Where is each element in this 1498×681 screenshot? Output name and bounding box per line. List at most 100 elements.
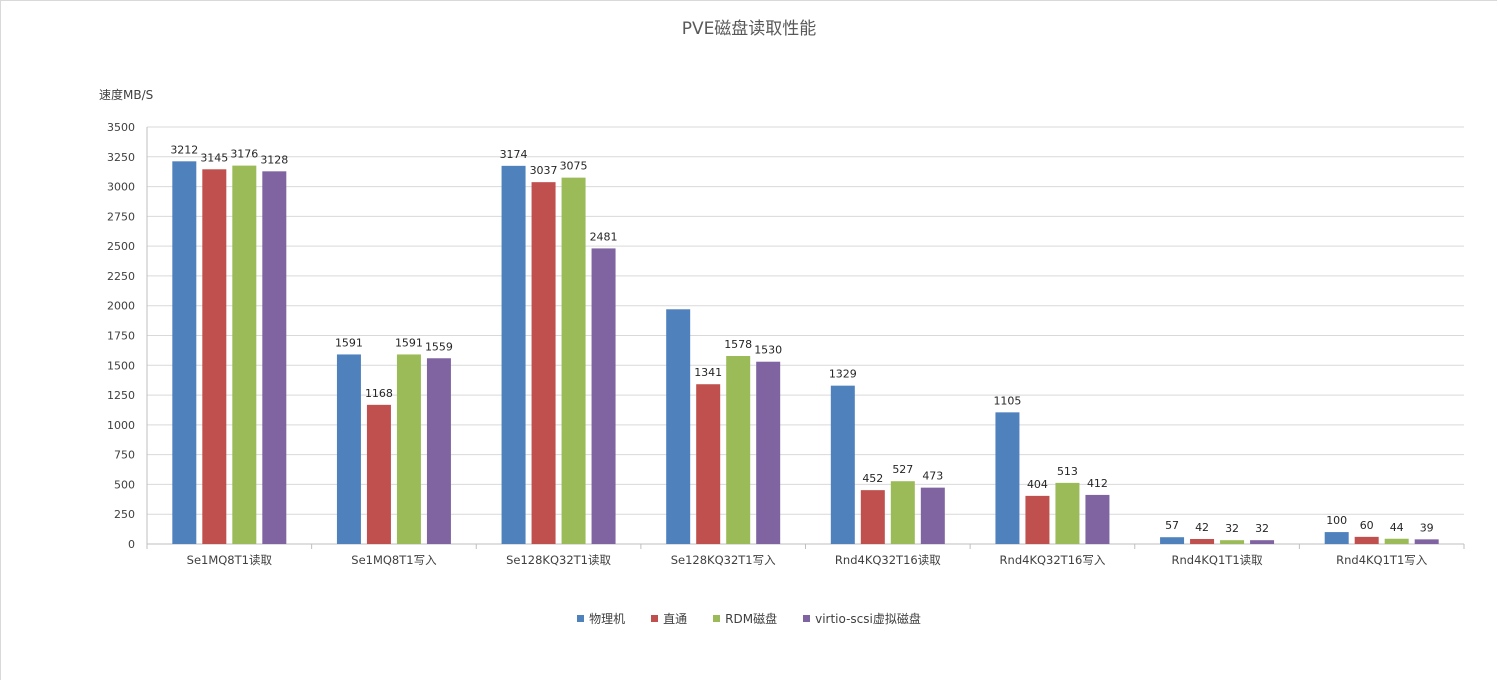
data-label: 452 <box>862 472 883 485</box>
bar <box>561 177 586 544</box>
x-tick-label: Rnd4KQ1T1写入 <box>1336 553 1428 567</box>
y-axis-label: 速度MB/S <box>99 88 154 102</box>
y-tick-label: 250 <box>114 508 135 521</box>
bar <box>202 169 227 544</box>
data-label: 32 <box>1225 522 1239 535</box>
data-label: 473 <box>922 470 943 483</box>
y-tick-label: 1000 <box>107 419 135 432</box>
legend-swatch <box>713 615 721 622</box>
bar <box>666 309 691 544</box>
y-tick-label: 3250 <box>107 151 135 164</box>
data-label: 3037 <box>530 164 558 177</box>
legend-item: virtio-scsi虚拟磁盘 <box>803 610 921 627</box>
bar <box>591 248 616 545</box>
data-label: 1559 <box>425 340 453 353</box>
legend-label: 物理机 <box>589 612 626 626</box>
x-tick-label: Se1MQ8T1读取 <box>187 553 273 567</box>
data-label: 527 <box>892 463 913 476</box>
data-label: 32 <box>1255 522 1269 535</box>
x-tick-label: Se128KQ32T1写入 <box>671 553 776 567</box>
data-label: 1341 <box>694 366 722 379</box>
x-tick-label: Rnd4KQ1T1读取 <box>1171 553 1263 567</box>
x-tick-label: Se128KQ32T1读取 <box>506 553 611 567</box>
data-label: 3174 <box>500 148 528 161</box>
bar <box>1324 532 1349 544</box>
bar <box>696 384 721 544</box>
legend-swatch <box>803 615 811 622</box>
y-tick-label: 3000 <box>107 181 135 194</box>
bar-chart: 0 250 500 750 1000 1250 1500 1750 2000 2250 2500 27… <box>107 121 1465 567</box>
bar <box>1414 539 1439 544</box>
bar <box>426 358 451 544</box>
data-label: 3145 <box>200 151 228 164</box>
bar <box>1160 537 1185 544</box>
y-tick-label: 2000 <box>107 300 135 313</box>
data-label: 100 <box>1326 514 1347 527</box>
data-label: 412 <box>1087 477 1108 490</box>
data-label: 513 <box>1057 465 1078 478</box>
y-tick-label: 0 <box>128 538 135 551</box>
bar <box>920 487 945 544</box>
y-tick-label: 1750 <box>107 330 135 343</box>
legend-item: 物理机 <box>577 610 625 627</box>
bar <box>890 481 915 544</box>
y-tick-label: 2500 <box>107 240 135 253</box>
data-label: 1591 <box>335 336 363 349</box>
bar <box>830 385 855 544</box>
legend: 物理机 直通 RDM磁盘 virtio-scsi虚拟磁盘 <box>0 610 1498 627</box>
bar <box>995 412 1020 544</box>
bar <box>1220 540 1245 544</box>
x-tick-label: Rnd4KQ32T16写入 <box>1000 553 1106 567</box>
x-tick-label: Se1MQ8T1写入 <box>351 553 437 567</box>
data-label: 57 <box>1165 519 1179 532</box>
bar <box>726 355 751 544</box>
y-tick-label: 1250 <box>107 389 135 402</box>
bar <box>1354 536 1379 544</box>
data-label: 1329 <box>829 368 857 381</box>
data-label: 1578 <box>724 338 752 351</box>
legend-swatch <box>651 615 659 622</box>
data-label: 1530 <box>754 344 782 357</box>
bar <box>396 354 421 544</box>
y-tick-label: 500 <box>114 478 135 491</box>
y-tick-label: 1500 <box>107 359 135 372</box>
bar <box>531 182 556 544</box>
data-label: 1168 <box>365 387 393 400</box>
bar <box>756 361 781 544</box>
bar <box>172 161 197 544</box>
legend-label: virtio-scsi虚拟磁盘 <box>815 612 921 626</box>
bar <box>366 404 391 544</box>
bar <box>1384 538 1409 544</box>
bar <box>1085 494 1110 544</box>
legend-item: 直通 <box>651 610 687 627</box>
legend-label: 直通 <box>663 612 688 626</box>
data-label: 404 <box>1027 478 1048 491</box>
bar <box>1190 538 1215 544</box>
data-label: 42 <box>1195 521 1209 534</box>
bar <box>1250 540 1275 544</box>
legend-label: RDM磁盘 <box>725 612 778 626</box>
y-tick-label: 750 <box>114 449 135 462</box>
bar <box>232 165 257 544</box>
data-label: 2481 <box>590 230 618 243</box>
data-label: 44 <box>1390 521 1404 534</box>
y-tick-label: 2750 <box>107 210 135 223</box>
bar <box>262 171 287 544</box>
bar <box>1025 495 1050 544</box>
y-tick-label: 3500 <box>107 121 135 134</box>
bar <box>860 490 885 544</box>
y-tick-label: 2250 <box>107 270 135 283</box>
legend-swatch <box>577 615 585 622</box>
chart-title: PVE磁盘读取性能 <box>681 19 817 39</box>
data-label: 39 <box>1420 521 1434 534</box>
data-label: 1105 <box>993 394 1021 407</box>
data-label: 3176 <box>230 148 258 161</box>
data-label: 3128 <box>260 153 288 166</box>
data-label: 3212 <box>170 143 198 156</box>
x-tick-label: Rnd4KQ32T16读取 <box>835 553 941 567</box>
data-label: 3075 <box>560 160 588 173</box>
bar <box>501 165 526 544</box>
data-label: 1591 <box>395 336 423 349</box>
bar <box>336 354 361 544</box>
